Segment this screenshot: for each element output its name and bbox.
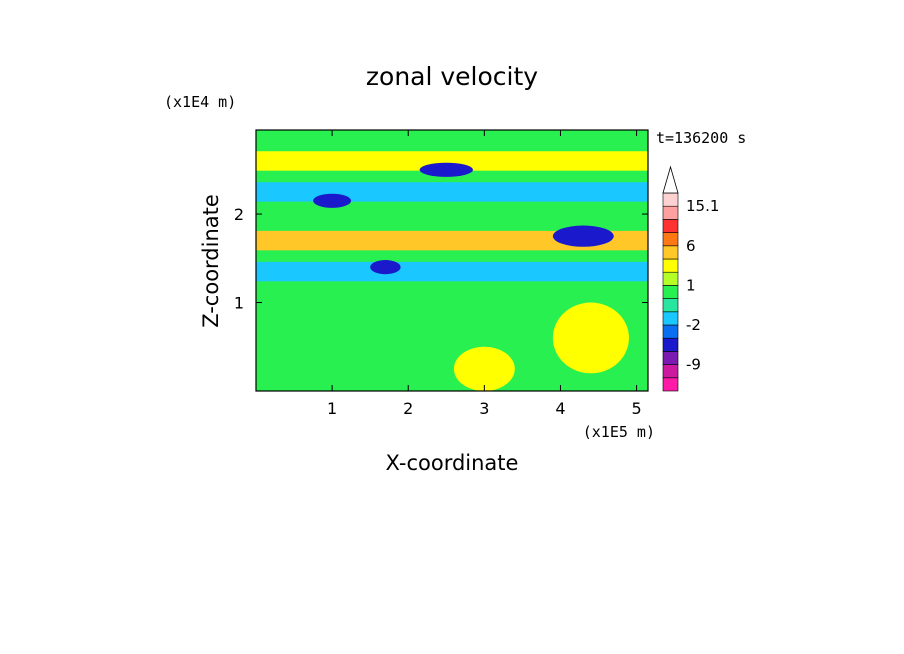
colorbar-segment-1: [662, 364, 679, 379]
colorbar-segment-9: [662, 258, 679, 273]
field-band-3: [256, 230, 648, 251]
colorbar-extend-arrow: [662, 165, 679, 194]
colorbar-segment-2: [662, 351, 679, 365]
chart-title: zonal velocity: [366, 62, 538, 91]
time-label: t=136200 s: [656, 129, 746, 147]
field-band-4: [256, 261, 648, 282]
x-tick-label-3: 3: [479, 399, 489, 418]
field-band-2: [256, 182, 648, 202]
colorbar-segment-3: [662, 337, 679, 352]
colorbar-label-15.1: 15.1: [686, 197, 719, 215]
y-axis-label: Z-coordinate: [199, 194, 223, 328]
colorbar-segment-14: [662, 192, 679, 207]
y-unit-label: (x1E4 m): [164, 93, 236, 111]
field-blob-5: [419, 162, 473, 177]
plot-frame: [255, 129, 649, 392]
colorbar-segment-5: [662, 311, 679, 326]
x-tick-label-5: 5: [631, 399, 641, 418]
field-blob-7: [552, 225, 614, 247]
field-blob-11: [552, 302, 629, 374]
colorbar-label--2: -2: [686, 316, 701, 334]
field-band-1: [256, 151, 648, 171]
x-axis-ticks: 1 2 3 4 5: [327, 130, 642, 418]
x-tick-label-2: 2: [403, 399, 413, 418]
field-blob-9: [495, 262, 550, 281]
colorbar-segment-13: [662, 205, 679, 220]
y-tick-label-2: 2: [234, 205, 244, 224]
colorbar-segment-10: [662, 245, 679, 260]
x-axis-label: X-coordinate: [386, 451, 519, 475]
x-unit-label: (x1E5 m): [583, 423, 655, 441]
colorbar-segment-11: [662, 232, 679, 247]
field-blob-6: [313, 193, 352, 208]
colorbar-segment-8: [662, 271, 679, 286]
y-axis-ticks: 12: [234, 205, 648, 313]
field-blob-10: [453, 346, 515, 391]
colorbar: 15.1 6 1 -2 -9: [662, 165, 719, 392]
colorbar-segment-12: [662, 219, 679, 233]
y-tick-label-1: 1: [234, 294, 244, 313]
plot-area: [256, 130, 648, 391]
colorbar-label--9: -9: [686, 356, 701, 374]
colorbar-label-1: 1: [686, 276, 696, 294]
colorbar-segment-6: [662, 298, 679, 313]
colorbar-segment-4: [662, 324, 679, 339]
x-tick-label-1: 1: [327, 399, 337, 418]
colorbar-label-6: 6: [686, 237, 696, 255]
colorbar-segment-0: [662, 377, 679, 392]
x-tick-label-4: 4: [555, 399, 565, 418]
colorbar-segment-7: [662, 285, 679, 299]
field-blob-8: [370, 260, 401, 275]
